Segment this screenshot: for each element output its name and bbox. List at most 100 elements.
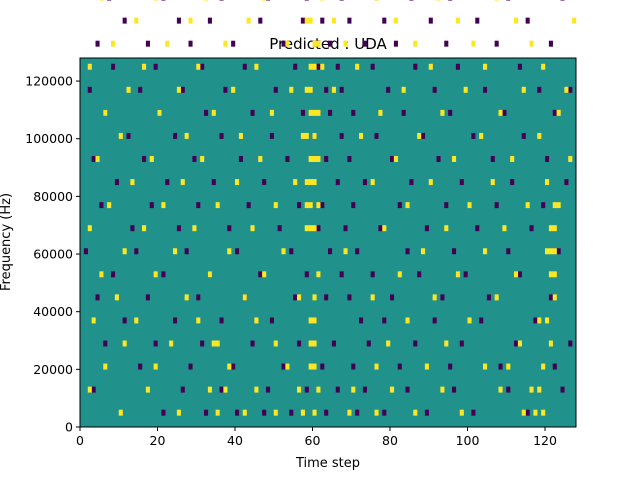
heatmap-cell-high bbox=[545, 179, 550, 186]
heatmap-cell-low bbox=[258, 17, 263, 24]
heatmap-cell-low bbox=[339, 86, 344, 93]
heatmap-cell-low bbox=[424, 225, 429, 232]
heatmap-cell-high bbox=[483, 63, 488, 70]
heatmap-cell-low bbox=[242, 63, 247, 70]
heatmap-cell-low bbox=[347, 294, 352, 301]
heatmap-cell-high bbox=[176, 409, 181, 416]
heatmap-cell-high bbox=[176, 86, 181, 93]
heatmap-cell-high bbox=[165, 40, 170, 47]
heatmap-cell-low bbox=[142, 156, 147, 162]
heatmap-cell-high bbox=[490, 179, 495, 186]
heatmap-cell-high bbox=[405, 202, 410, 209]
heatmap-cell-low bbox=[262, 179, 267, 186]
heatmap-cell-high bbox=[502, 225, 507, 232]
heatmap-cell-low bbox=[428, 17, 433, 24]
heatmap-cell-high bbox=[498, 109, 503, 116]
heatmap-cell-high bbox=[196, 317, 201, 324]
heatmap-cell-high bbox=[149, 156, 154, 162]
heatmap-cell-high bbox=[529, 40, 534, 47]
heatmap-cell-low bbox=[285, 156, 290, 162]
heatmap-cell-high bbox=[370, 294, 375, 301]
heatmap-cell-low bbox=[107, 0, 112, 1]
heatmap-cell-high bbox=[556, 109, 561, 116]
heatmap-cell-low bbox=[517, 271, 522, 278]
heatmap-cell-high bbox=[281, 248, 286, 255]
heatmap-cell-high bbox=[304, 86, 309, 93]
heatmap-cell-high bbox=[130, 179, 135, 186]
heatmap-cell-low bbox=[328, 40, 333, 47]
heatmap-cell-high bbox=[471, 40, 476, 47]
heatmap-cell-high bbox=[308, 317, 313, 324]
heatmap-cell-low bbox=[188, 40, 193, 47]
heatmap-cell-high bbox=[463, 86, 468, 93]
heatmap-cell-low bbox=[498, 363, 503, 370]
heatmap-cell-high bbox=[548, 248, 553, 255]
heatmap-cell-high bbox=[161, 202, 166, 209]
heatmap-cell-low bbox=[525, 409, 530, 416]
x-tick-label: 40 bbox=[227, 433, 243, 448]
heatmap-cell-high bbox=[320, 63, 325, 70]
heatmap-cell-low bbox=[444, 202, 449, 209]
heatmap-cell-low bbox=[432, 86, 437, 93]
heatmap-cell-high bbox=[312, 156, 317, 162]
heatmap-cell-low bbox=[324, 86, 329, 93]
heatmap-cell-low bbox=[339, 0, 344, 1]
heatmap-cell-low bbox=[328, 109, 333, 116]
heatmap-cell-high bbox=[401, 86, 406, 93]
heatmap-cell-high bbox=[308, 340, 313, 347]
heatmap-cell-low bbox=[180, 386, 185, 393]
heatmap-cell-high bbox=[316, 202, 321, 209]
heatmap-cell-low bbox=[405, 386, 410, 393]
heatmap-cell-low bbox=[328, 248, 333, 255]
heatmap-cell-low bbox=[223, 86, 228, 93]
heatmap-cell-high bbox=[99, 271, 104, 278]
heatmap-cell-low bbox=[324, 409, 329, 416]
heatmap-cell-low bbox=[335, 63, 340, 70]
heatmap-cell-high bbox=[397, 271, 402, 278]
heatmap-cell-high bbox=[382, 225, 387, 232]
heatmap-cell-high bbox=[533, 409, 538, 416]
heatmap-cell-low bbox=[331, 340, 336, 347]
heatmap-cell-low bbox=[382, 409, 387, 416]
heatmap-cell-high bbox=[545, 248, 550, 255]
heatmap-cell-high bbox=[312, 363, 317, 370]
heatmap-cell-high bbox=[316, 109, 321, 116]
heatmap-cell-low bbox=[382, 17, 387, 24]
heatmap-cell-low bbox=[304, 0, 309, 1]
x-tick-label: 60 bbox=[305, 433, 321, 448]
heatmap-cell-high bbox=[304, 225, 309, 232]
heatmap-cell-high bbox=[479, 132, 484, 139]
heatmap-cell-high bbox=[393, 156, 398, 162]
heatmap-cell-high bbox=[494, 0, 499, 1]
heatmap-cell-high bbox=[510, 156, 515, 162]
heatmap-cell-high bbox=[273, 340, 278, 347]
heatmap-cell-high bbox=[215, 202, 220, 209]
heatmap-cell-high bbox=[552, 202, 557, 209]
heatmap-cell-high bbox=[308, 179, 313, 186]
heatmap-cell-low bbox=[545, 156, 550, 162]
heatmap-cell-high bbox=[393, 17, 398, 24]
heatmap-cell-high bbox=[343, 40, 348, 47]
heatmap-cell-high bbox=[254, 317, 259, 324]
heatmap-cell-low bbox=[343, 225, 348, 232]
heatmap-cell-high bbox=[428, 63, 433, 70]
heatmap-cell-high bbox=[188, 17, 193, 24]
heatmap-cell-high bbox=[413, 40, 418, 47]
heatmap-cell-low bbox=[266, 386, 271, 393]
heatmap-cell-low bbox=[537, 86, 542, 93]
heatmap-cell-high bbox=[242, 409, 247, 416]
x-tick-label: 80 bbox=[382, 433, 398, 448]
heatmap-cell-high bbox=[556, 202, 561, 209]
heatmap-cell-low bbox=[548, 40, 553, 47]
y-tick-label: 20000 bbox=[33, 362, 73, 377]
heatmap-cell-low bbox=[339, 132, 344, 139]
heatmap-cell-high bbox=[254, 63, 259, 70]
heatmap-cell-high bbox=[312, 40, 317, 47]
heatmap-cell-high bbox=[211, 340, 216, 347]
heatmap-cell-high bbox=[145, 386, 150, 393]
heatmap-cell-high bbox=[211, 109, 216, 116]
heatmap-cell-low bbox=[370, 63, 375, 70]
heatmap-cell-high bbox=[227, 363, 232, 370]
heatmap-cell-low bbox=[83, 248, 88, 255]
